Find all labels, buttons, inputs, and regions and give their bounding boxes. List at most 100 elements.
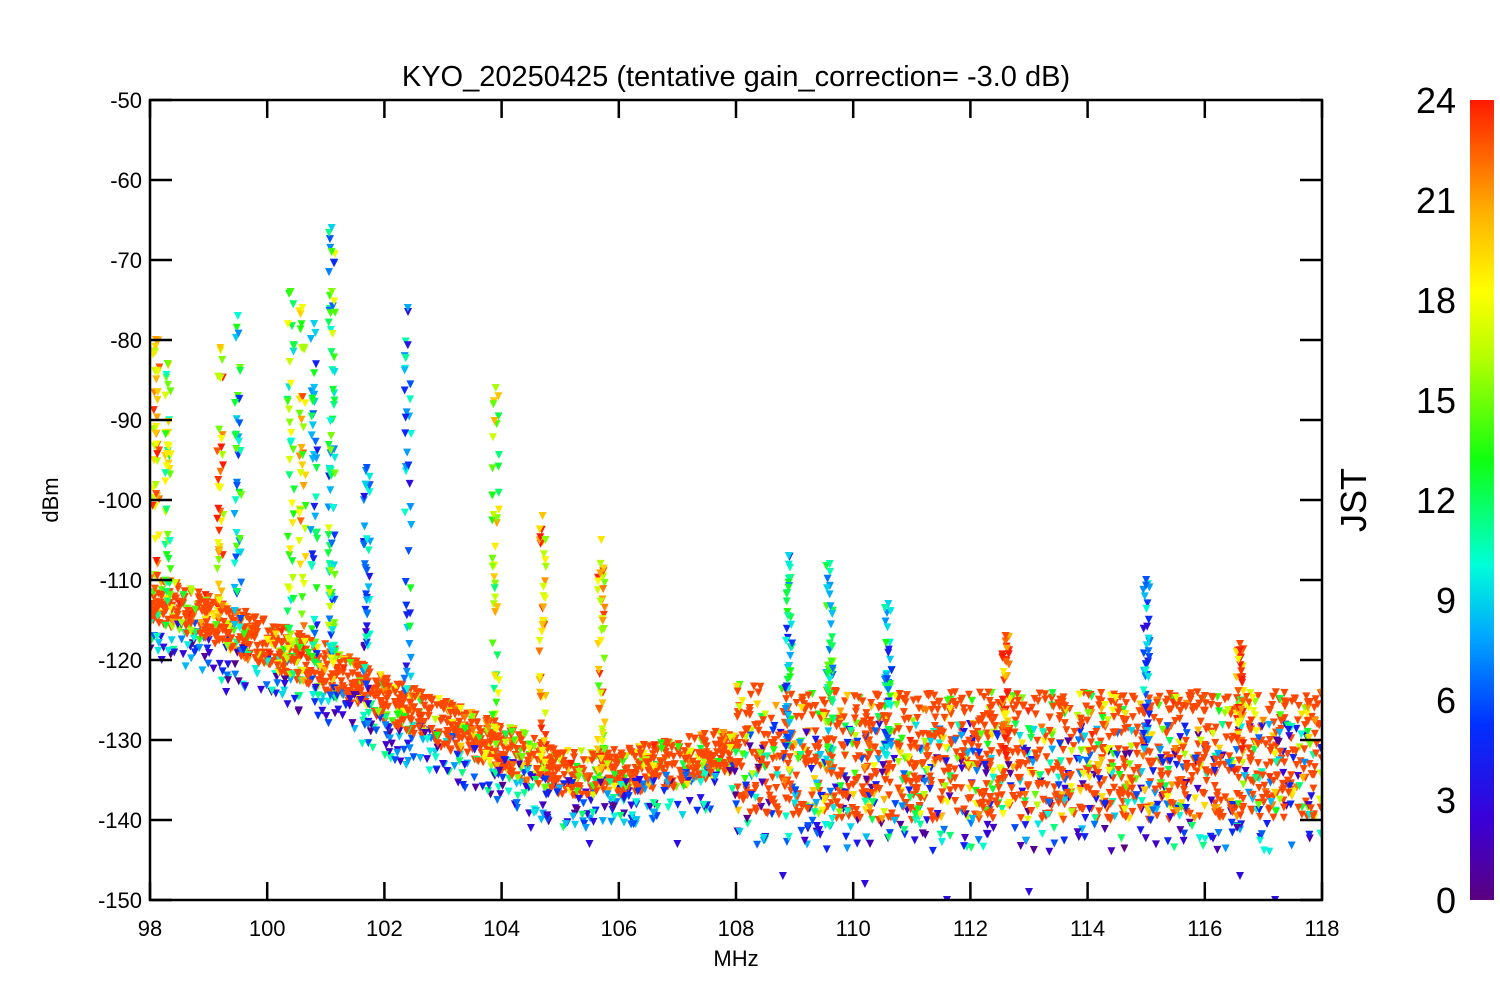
peak-column-point [166,387,175,396]
data-point [976,755,985,764]
colorbar-tick-label: 21 [1416,180,1456,221]
peak-column-point [490,584,499,593]
data-point [1080,833,1089,842]
peak-column-point [283,532,292,541]
data-point [767,714,776,723]
peak-column-point [594,665,603,674]
peak-column-point [406,395,415,404]
data-point [1054,699,1063,708]
data-point [1077,746,1086,755]
peak-column-point [165,537,174,546]
data-point [844,782,853,791]
data-point [495,766,504,775]
data-point [1287,792,1296,801]
data-point [1100,776,1109,785]
data-point [410,703,419,712]
data-point [218,626,227,635]
data-point [440,702,449,711]
data-point [1165,757,1174,766]
peak-column-point [236,614,245,623]
data-point [277,668,286,677]
data-point [1008,748,1017,757]
y-tick-label: -90 [110,408,142,433]
peak-column-point [400,366,409,375]
colorbar [1470,100,1494,900]
data-point [1095,775,1104,784]
data-point [1170,843,1179,852]
data-point [318,706,327,715]
data-point [611,764,620,773]
data-point [166,604,175,613]
peak-point [286,288,295,296]
data-point [1012,701,1021,710]
data-point [840,697,849,706]
data-point [606,795,615,804]
data-point [396,757,405,766]
data-point [344,672,353,681]
data-point [1065,772,1074,781]
data-point [1224,758,1233,767]
data-point [996,764,1005,773]
data-point [726,733,735,742]
data-point [1278,779,1287,788]
data-point [200,652,209,661]
data-point [394,723,403,732]
peak-column-point [215,526,224,535]
data-point [945,792,954,801]
data-point [350,724,359,733]
data-point [969,721,978,730]
data-point [951,736,960,745]
data-point [960,708,969,717]
data-point [699,800,708,809]
data-point [1210,766,1219,775]
peak-column-point [883,743,892,752]
data-point [1262,761,1271,770]
peak-column-point [594,577,603,586]
data-point [994,775,1003,784]
data-point [643,759,652,768]
data-point [395,694,404,703]
data-point [874,749,883,758]
data-point [297,651,306,660]
data-point [1261,740,1270,749]
peak-column-point [407,430,416,439]
data-point [277,639,286,648]
data-point [683,780,692,789]
data-point [752,754,761,763]
data-point [1088,730,1097,739]
data-point [485,781,494,790]
data-point [962,756,971,765]
data-point [1146,816,1155,825]
data-point [739,795,748,804]
data-point [935,743,944,752]
data-point [741,774,750,783]
data-point [681,755,690,764]
data-point [610,770,619,779]
data-point [1297,810,1306,819]
data-point [983,740,992,749]
data-point [1076,727,1085,736]
peak-column-point [298,393,307,402]
peak-column-point [1144,673,1153,682]
data-point [523,756,532,765]
data-point [862,775,871,784]
data-point [1074,833,1083,842]
data-point [402,726,411,735]
peak-column-point [1143,727,1152,736]
peak-column-point [330,469,339,478]
data-point [454,778,463,787]
peak-column-point [236,548,245,557]
data-point [874,755,883,764]
data-point [957,731,966,740]
data-point [900,774,909,783]
data-point [195,600,204,609]
data-point [1107,697,1116,706]
data-point [484,724,493,733]
data-point [920,790,929,799]
data-point [900,830,909,839]
data-point [710,778,719,787]
peak-column-point [330,401,339,410]
data-point [240,630,249,639]
data-point [493,762,502,771]
data-point [758,778,767,787]
